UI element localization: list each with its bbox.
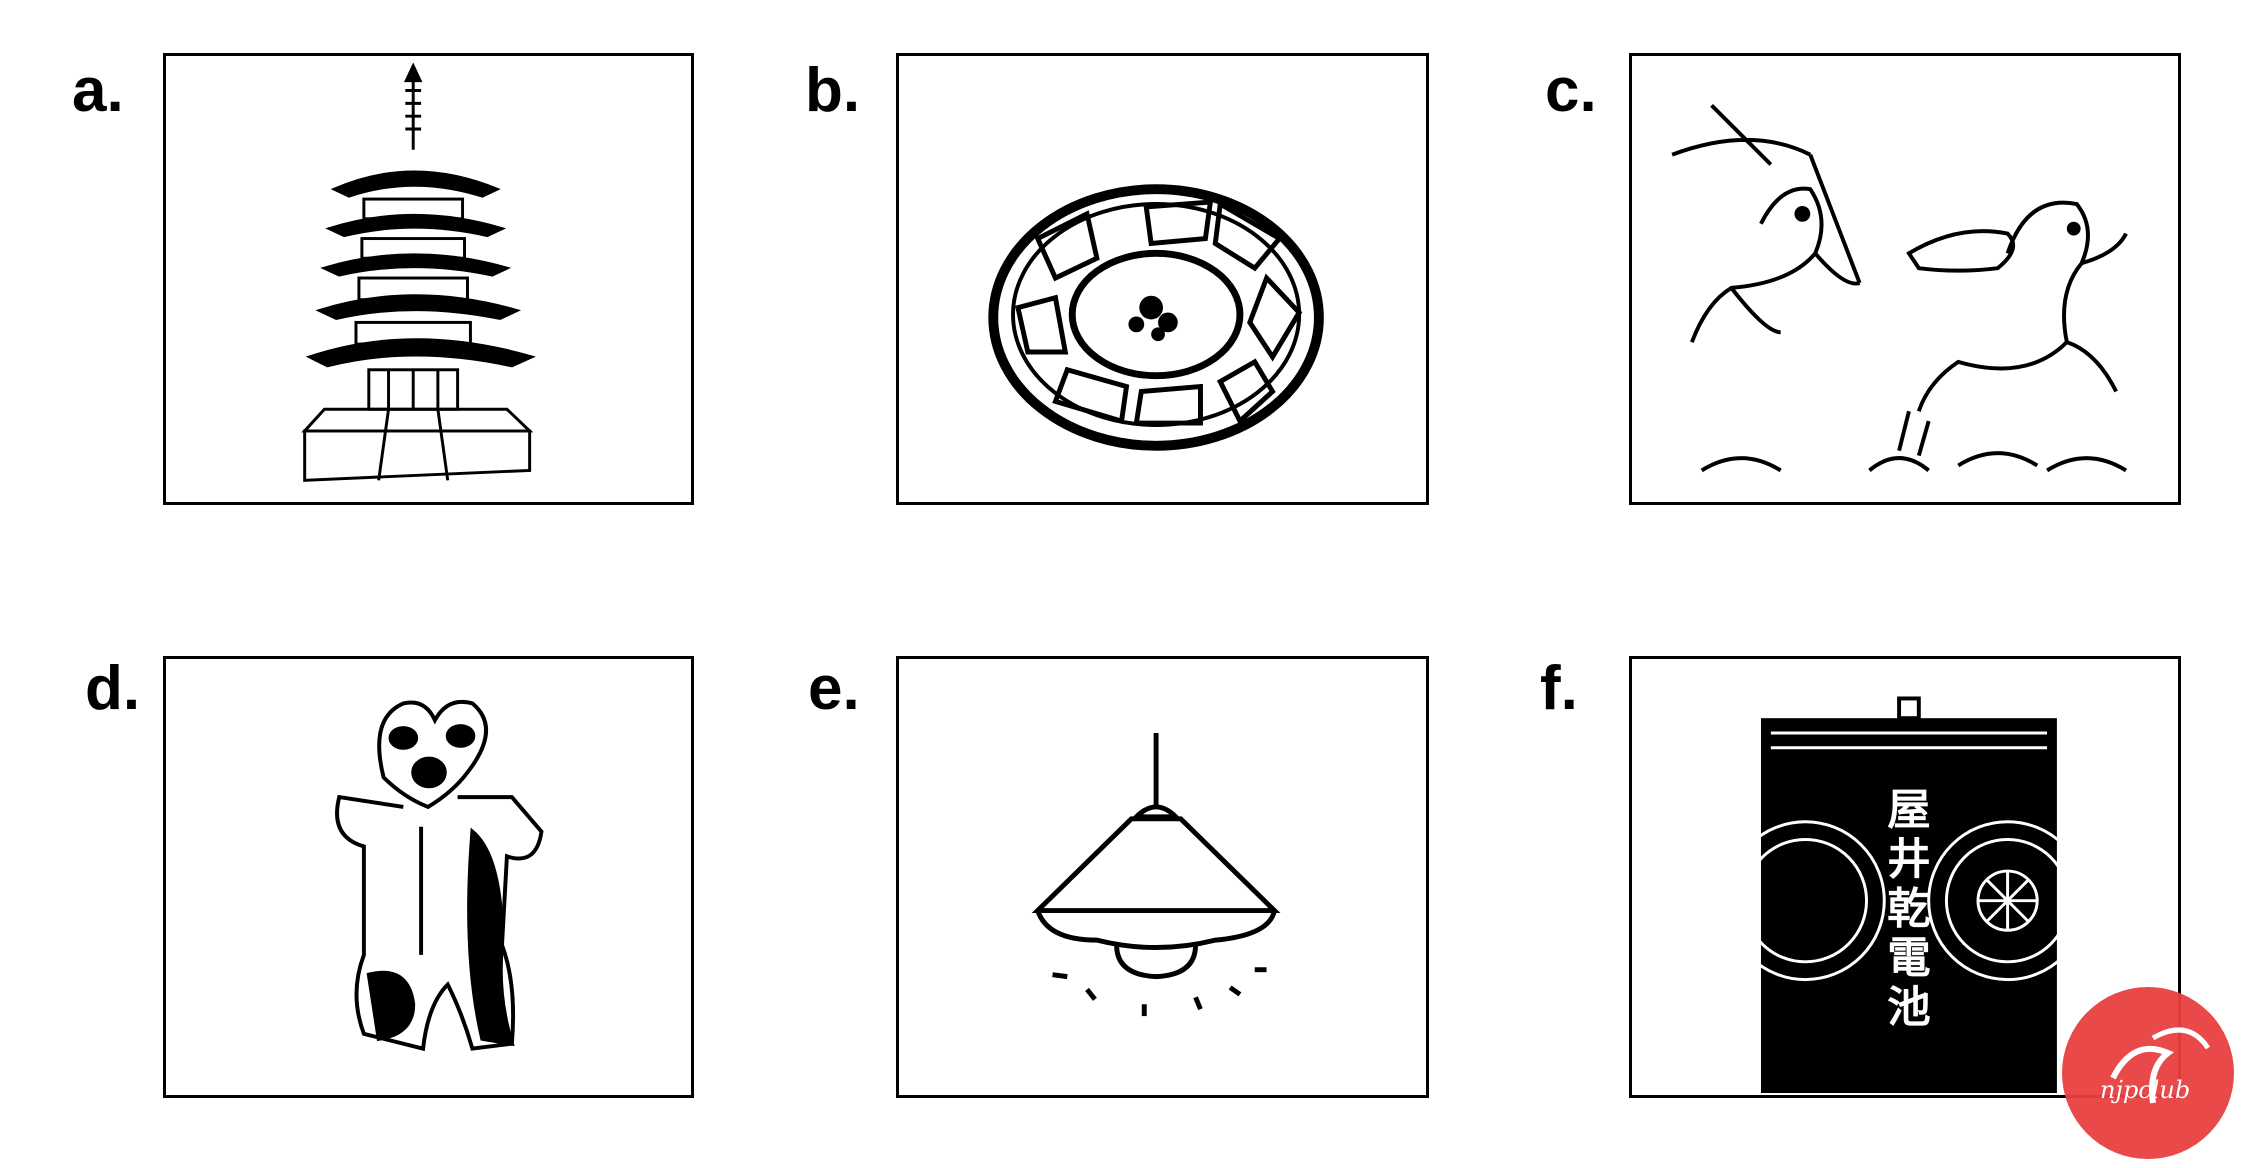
svg-text:池: 池 — [1887, 983, 1930, 1033]
watermark-text: njpclub — [2100, 1076, 2191, 1104]
label-b: b. — [805, 56, 861, 125]
watermark-logo — [2062, 987, 2234, 1159]
panel-a[interactable] — [163, 53, 694, 505]
svg-text:井: 井 — [1887, 835, 1930, 885]
dry-battery-icon: 屋 井 乾 電 池 — [1724, 696, 2088, 1094]
plate-icon — [988, 184, 1324, 451]
label-f: f. — [1540, 654, 1578, 723]
panel-c[interactable] — [1629, 53, 2181, 505]
panel-d[interactable] — [163, 656, 694, 1098]
label-c: c. — [1545, 56, 1597, 125]
pendant-lamp-icon — [1031, 732, 1281, 1017]
label-a: a. — [72, 56, 124, 125]
label-d: d. — [85, 654, 141, 723]
battery-label: 屋 井 乾 電 池 — [1887, 786, 1930, 1033]
dogu-figurine-icon — [335, 699, 544, 1052]
svg-text:電: 電 — [1887, 934, 1930, 984]
pagoda-icon — [301, 62, 536, 482]
animal-scroll-icon — [1671, 103, 2128, 473]
svg-text:乾: 乾 — [1887, 884, 1930, 934]
label-e: e. — [808, 654, 860, 723]
svg-text:屋: 屋 — [1887, 786, 1930, 836]
panel-e[interactable] — [896, 656, 1429, 1098]
panel-b[interactable] — [896, 53, 1429, 505]
